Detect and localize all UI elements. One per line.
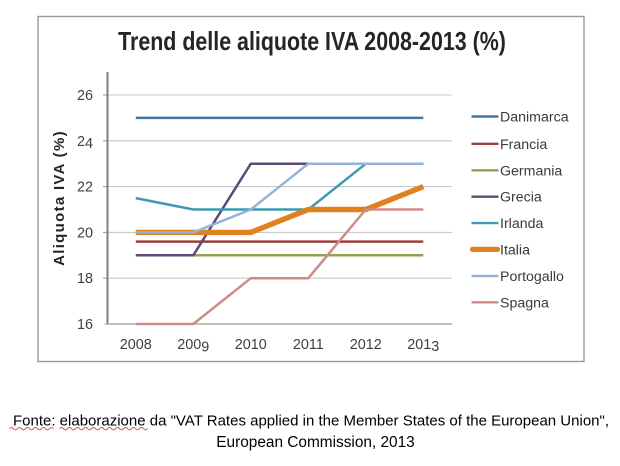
svg-text:Aliquota IVA (%): Aliquota IVA (%) xyxy=(51,130,68,266)
svg-text:Irlanda: Irlanda xyxy=(500,216,543,232)
svg-text:2008: 2008 xyxy=(120,337,152,353)
svg-text:Portogallo: Portogallo xyxy=(500,269,564,285)
svg-text:European Commission, 2013: European Commission, 2013 xyxy=(216,434,414,451)
svg-text:2012: 2012 xyxy=(350,337,382,353)
svg-text:20: 20 xyxy=(77,225,93,241)
svg-text:2013: 2013 xyxy=(407,337,439,355)
svg-text:2011: 2011 xyxy=(293,337,324,353)
svg-text:Danimarca: Danimarca xyxy=(500,110,569,126)
svg-text:Germania: Germania xyxy=(500,163,562,179)
svg-text:18: 18 xyxy=(77,271,93,287)
svg-text:26: 26 xyxy=(77,88,93,104)
svg-text:2010: 2010 xyxy=(235,337,267,353)
svg-text:22: 22 xyxy=(77,180,93,196)
svg-text:Trend delle aliquote IVA 2008-: Trend delle aliquote IVA 2008-2013 (%) xyxy=(118,27,506,55)
svg-text:Francia: Francia xyxy=(500,137,547,153)
svg-text:Grecia: Grecia xyxy=(500,190,542,206)
svg-text:Spagna: Spagna xyxy=(500,295,549,311)
svg-text:2009: 2009 xyxy=(177,337,209,356)
svg-text:24: 24 xyxy=(77,134,93,152)
svg-text:Fonte: elaborazione da "VAT Ra: Fonte: elaborazione da "VAT Rates applie… xyxy=(13,413,609,430)
svg-text:Italia: Italia xyxy=(500,242,530,258)
svg-text:16: 16 xyxy=(77,317,93,333)
